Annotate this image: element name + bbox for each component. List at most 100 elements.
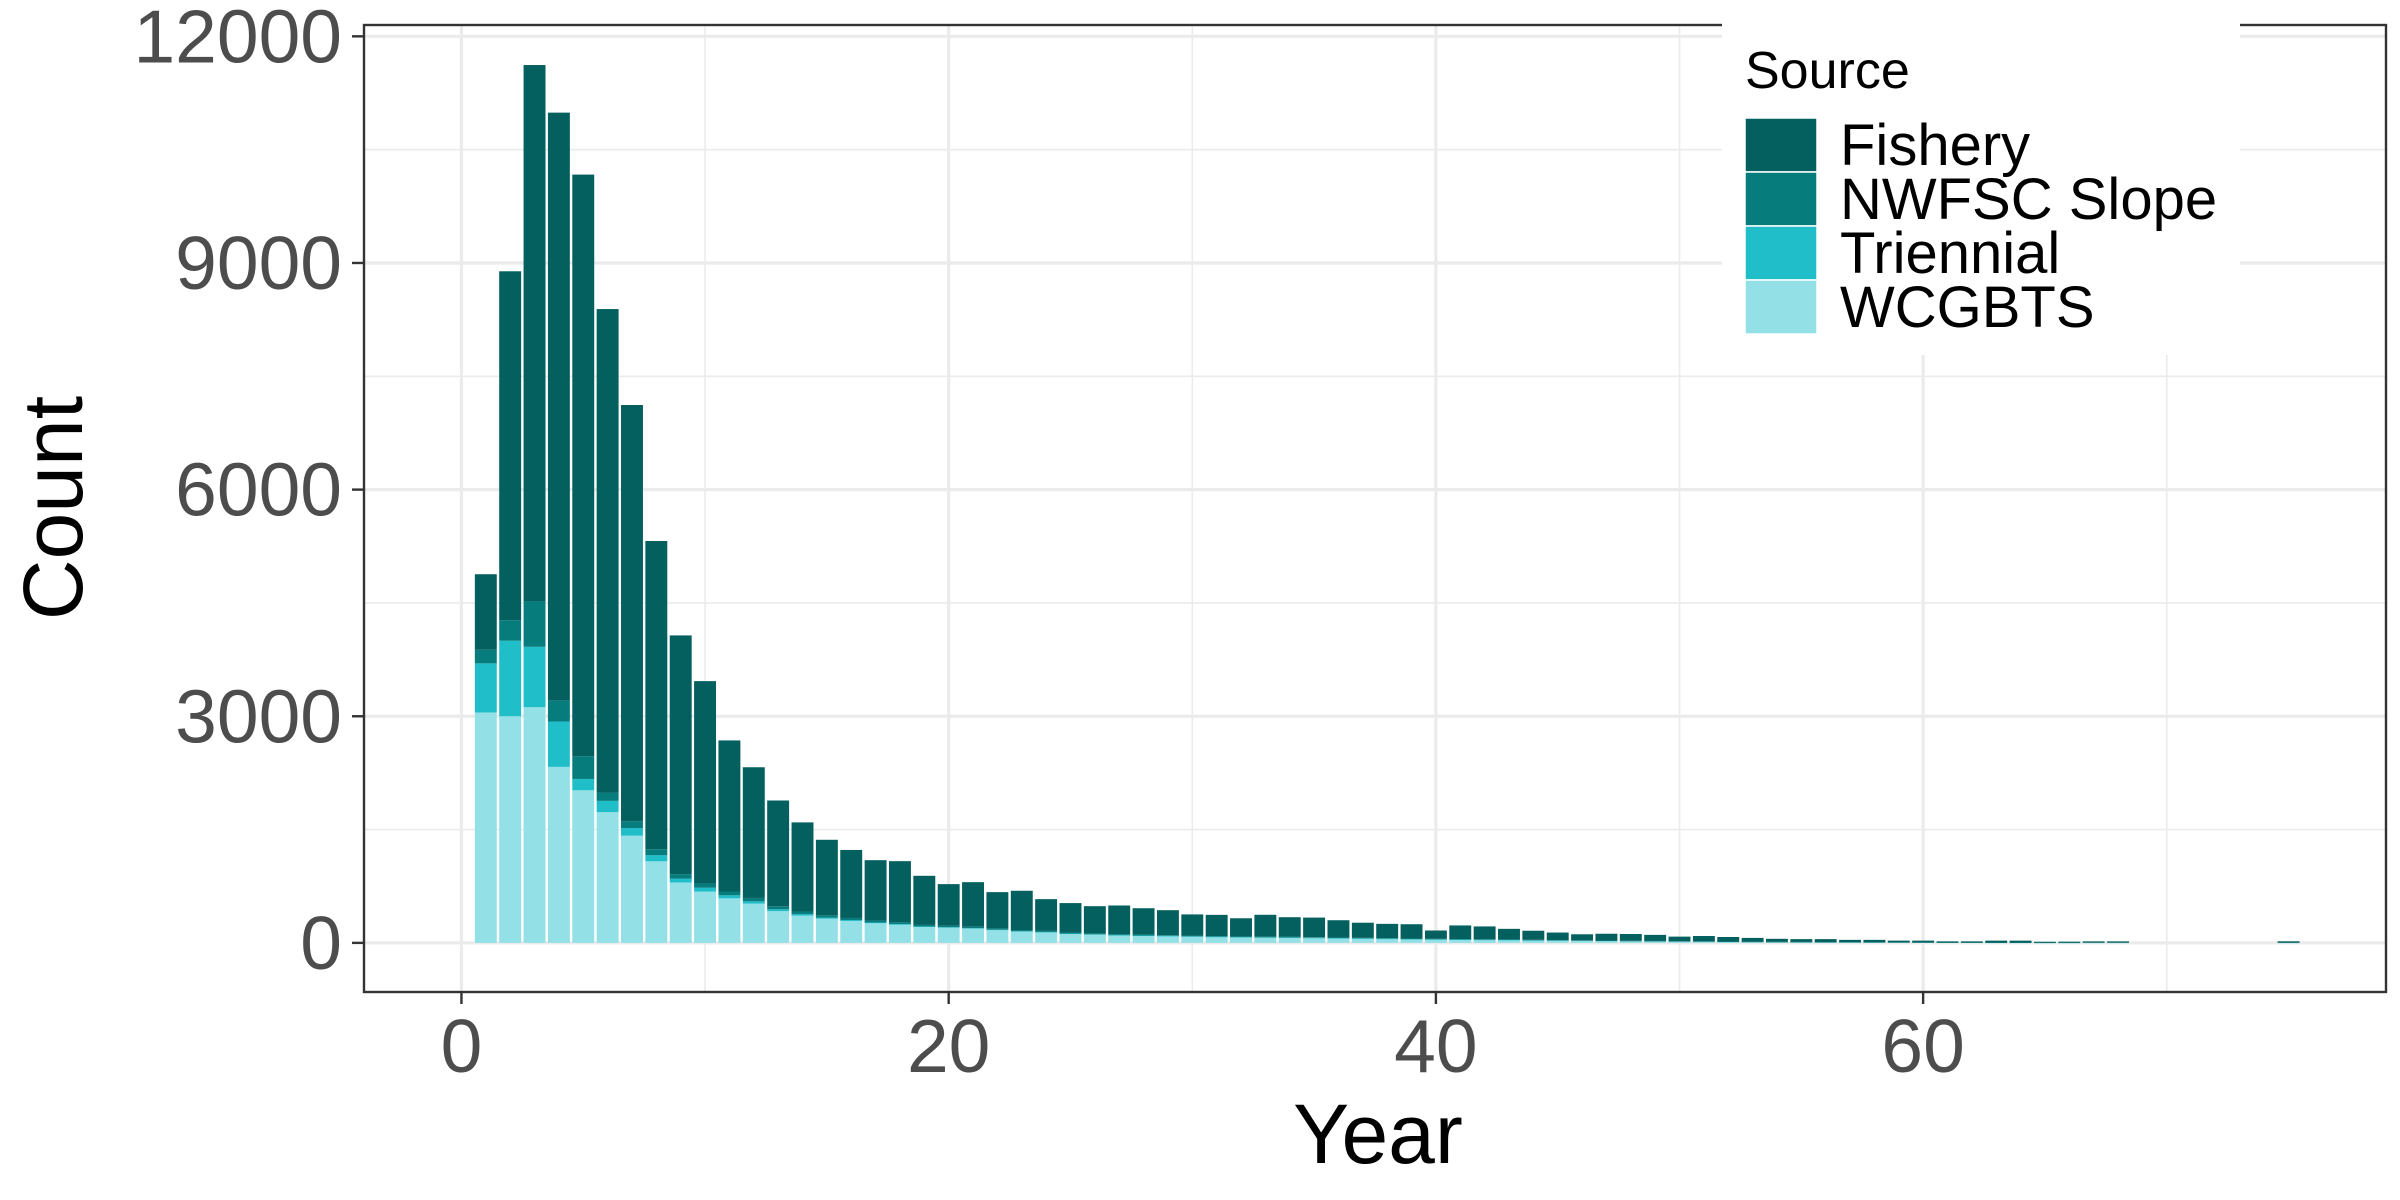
bar-segment-wcgbts xyxy=(937,927,960,943)
bar-segment-nwfsc-slope xyxy=(1303,937,1326,938)
bar-segment-nwfsc-slope xyxy=(1205,936,1228,937)
bar-segment-wcgbts xyxy=(767,911,790,943)
bar-segment-fishery xyxy=(1303,917,1326,938)
bar-segment-triennial xyxy=(523,646,546,708)
bar-segment-wcgbts xyxy=(1010,931,1033,943)
bar-segment-wcgbts xyxy=(1741,941,1764,943)
bar-segment-fishery xyxy=(1108,905,1131,935)
bar-segment-fishery xyxy=(694,681,717,884)
bar-segment-nwfsc-slope xyxy=(888,922,911,925)
bar-segment-triennial xyxy=(986,929,1009,931)
bar-segment-fishery xyxy=(913,875,936,925)
bar-segment-nwfsc-slope xyxy=(621,821,643,829)
bar-segment-triennial xyxy=(1156,935,1179,937)
bar-segment-wcgbts xyxy=(2277,942,2300,944)
bar-segment-nwfsc-slope xyxy=(1912,942,1935,943)
legend-key-fishery xyxy=(1744,117,1818,173)
bar-segment-nwfsc-slope xyxy=(1424,938,1447,940)
bar-segment-wcgbts xyxy=(1595,940,1618,943)
bar-segment-triennial xyxy=(840,920,863,921)
bar-segment-fishery xyxy=(888,861,911,923)
bar-segment-fishery xyxy=(1887,940,1910,943)
bar-segment-wcgbts xyxy=(1644,941,1667,943)
bar-segment-triennial xyxy=(499,640,522,717)
legend-key-triennial xyxy=(1744,225,1818,281)
x-tick-label: 20 xyxy=(907,1004,990,1088)
bar-segment-triennial xyxy=(1351,938,1374,939)
bar-segment-fishery xyxy=(864,860,887,921)
y-tick-label: 3000 xyxy=(175,674,342,758)
bar-segment-fishery xyxy=(1814,939,1837,942)
bar-segment-nwfsc-slope xyxy=(1960,942,1983,943)
bar-segment-wcgbts xyxy=(815,918,838,943)
bar-segment-wcgbts xyxy=(1205,936,1228,943)
bar-segment-fishery xyxy=(1351,922,1374,938)
bar-segment-fishery xyxy=(2009,940,2032,943)
bar-segment-wcgbts xyxy=(1181,936,1204,943)
bar-segment-nwfsc-slope xyxy=(547,700,570,722)
bar-segment-fishery xyxy=(669,635,692,875)
bar-segment-nwfsc-slope xyxy=(2058,942,2081,944)
bar-segment-wcgbts xyxy=(1108,935,1131,943)
bar-segment-nwfsc-slope xyxy=(864,920,887,923)
bar-segment-wcgbts xyxy=(1059,933,1082,943)
bar-segment-wcgbts xyxy=(1351,938,1374,943)
bar-segment-wcgbts xyxy=(1498,939,1520,943)
bar-segment-nwfsc-slope xyxy=(1327,937,1350,939)
bar-segment-wcgbts xyxy=(1449,939,1472,943)
bar-segment-triennial xyxy=(572,778,595,791)
bar-segment-triennial xyxy=(547,721,570,767)
bar-segment-fishery xyxy=(1230,918,1252,937)
bar-segment-nwfsc-slope xyxy=(986,928,1009,930)
bar-segment-nwfsc-slope xyxy=(596,792,619,801)
bar-segment-fishery xyxy=(2082,941,2105,943)
legend-label-fishery: Fishery xyxy=(1840,113,2030,178)
bar-segment-triennial xyxy=(888,924,911,925)
bar-segment-nwfsc-slope xyxy=(1887,942,1910,943)
bar-segment-nwfsc-slope xyxy=(1083,933,1106,935)
bar-segment-fishery xyxy=(1522,930,1545,940)
bar-segment-wcgbts xyxy=(694,891,717,943)
bar-segment-triennial xyxy=(791,914,814,916)
bar-segment-wcgbts xyxy=(1522,940,1545,943)
bar-segment-wcgbts xyxy=(962,928,984,943)
bar-segment-fishery xyxy=(572,174,595,757)
bar-segment-nwfsc-slope xyxy=(1449,939,1472,940)
bar-segment-fishery xyxy=(2058,941,2081,943)
bar-segment-wcgbts xyxy=(547,766,570,943)
bar-segment-fishery xyxy=(2277,941,2300,943)
bar-segment-triennial xyxy=(596,800,619,813)
y-tick-label: 9000 xyxy=(175,221,342,305)
bar-segment-nwfsc-slope xyxy=(742,897,765,902)
bar-segment-triennial xyxy=(1327,938,1350,939)
bar-segment-nwfsc-slope xyxy=(1839,942,1862,943)
bar-segment-nwfsc-slope xyxy=(1766,941,1788,943)
bar-segment-wcgbts xyxy=(1132,935,1155,943)
bar-segment-wcgbts xyxy=(1814,942,1837,943)
bar-segment-nwfsc-slope xyxy=(1010,930,1033,932)
bar-segment-triennial xyxy=(1424,939,1447,940)
bar-segment-fishery xyxy=(1376,923,1399,939)
bar-segment-triennial xyxy=(1230,937,1252,938)
bar-segment-wcgbts xyxy=(913,927,936,943)
bar-segment-triennial xyxy=(694,887,717,892)
legend-title: Source xyxy=(1745,42,1910,100)
bar-segment-fishery xyxy=(1327,920,1350,938)
bar-segment-nwfsc-slope xyxy=(1936,942,1959,943)
bar-segment-nwfsc-slope xyxy=(767,906,790,910)
bar-segment-fishery xyxy=(2107,941,2129,943)
bar-segment-wcgbts xyxy=(864,923,887,943)
bar-segment-wcgbts xyxy=(1473,939,1496,943)
bar-segment-fishery xyxy=(1546,932,1569,941)
bar-segment-wcgbts xyxy=(1424,939,1447,943)
bar-segment-fishery xyxy=(1668,936,1691,942)
y-tick-label: 0 xyxy=(300,901,342,985)
bar-segment-triennial xyxy=(913,926,936,928)
bar-segment-triennial xyxy=(645,855,668,862)
bar-segment-fishery xyxy=(523,65,546,602)
bar-segment-triennial xyxy=(1303,937,1326,939)
bar-segment-nwfsc-slope xyxy=(1278,936,1301,938)
bar-segment-fishery xyxy=(1278,917,1301,937)
bar-segment-fishery xyxy=(1936,941,1959,943)
bar-segment-nwfsc-slope xyxy=(1400,938,1423,940)
